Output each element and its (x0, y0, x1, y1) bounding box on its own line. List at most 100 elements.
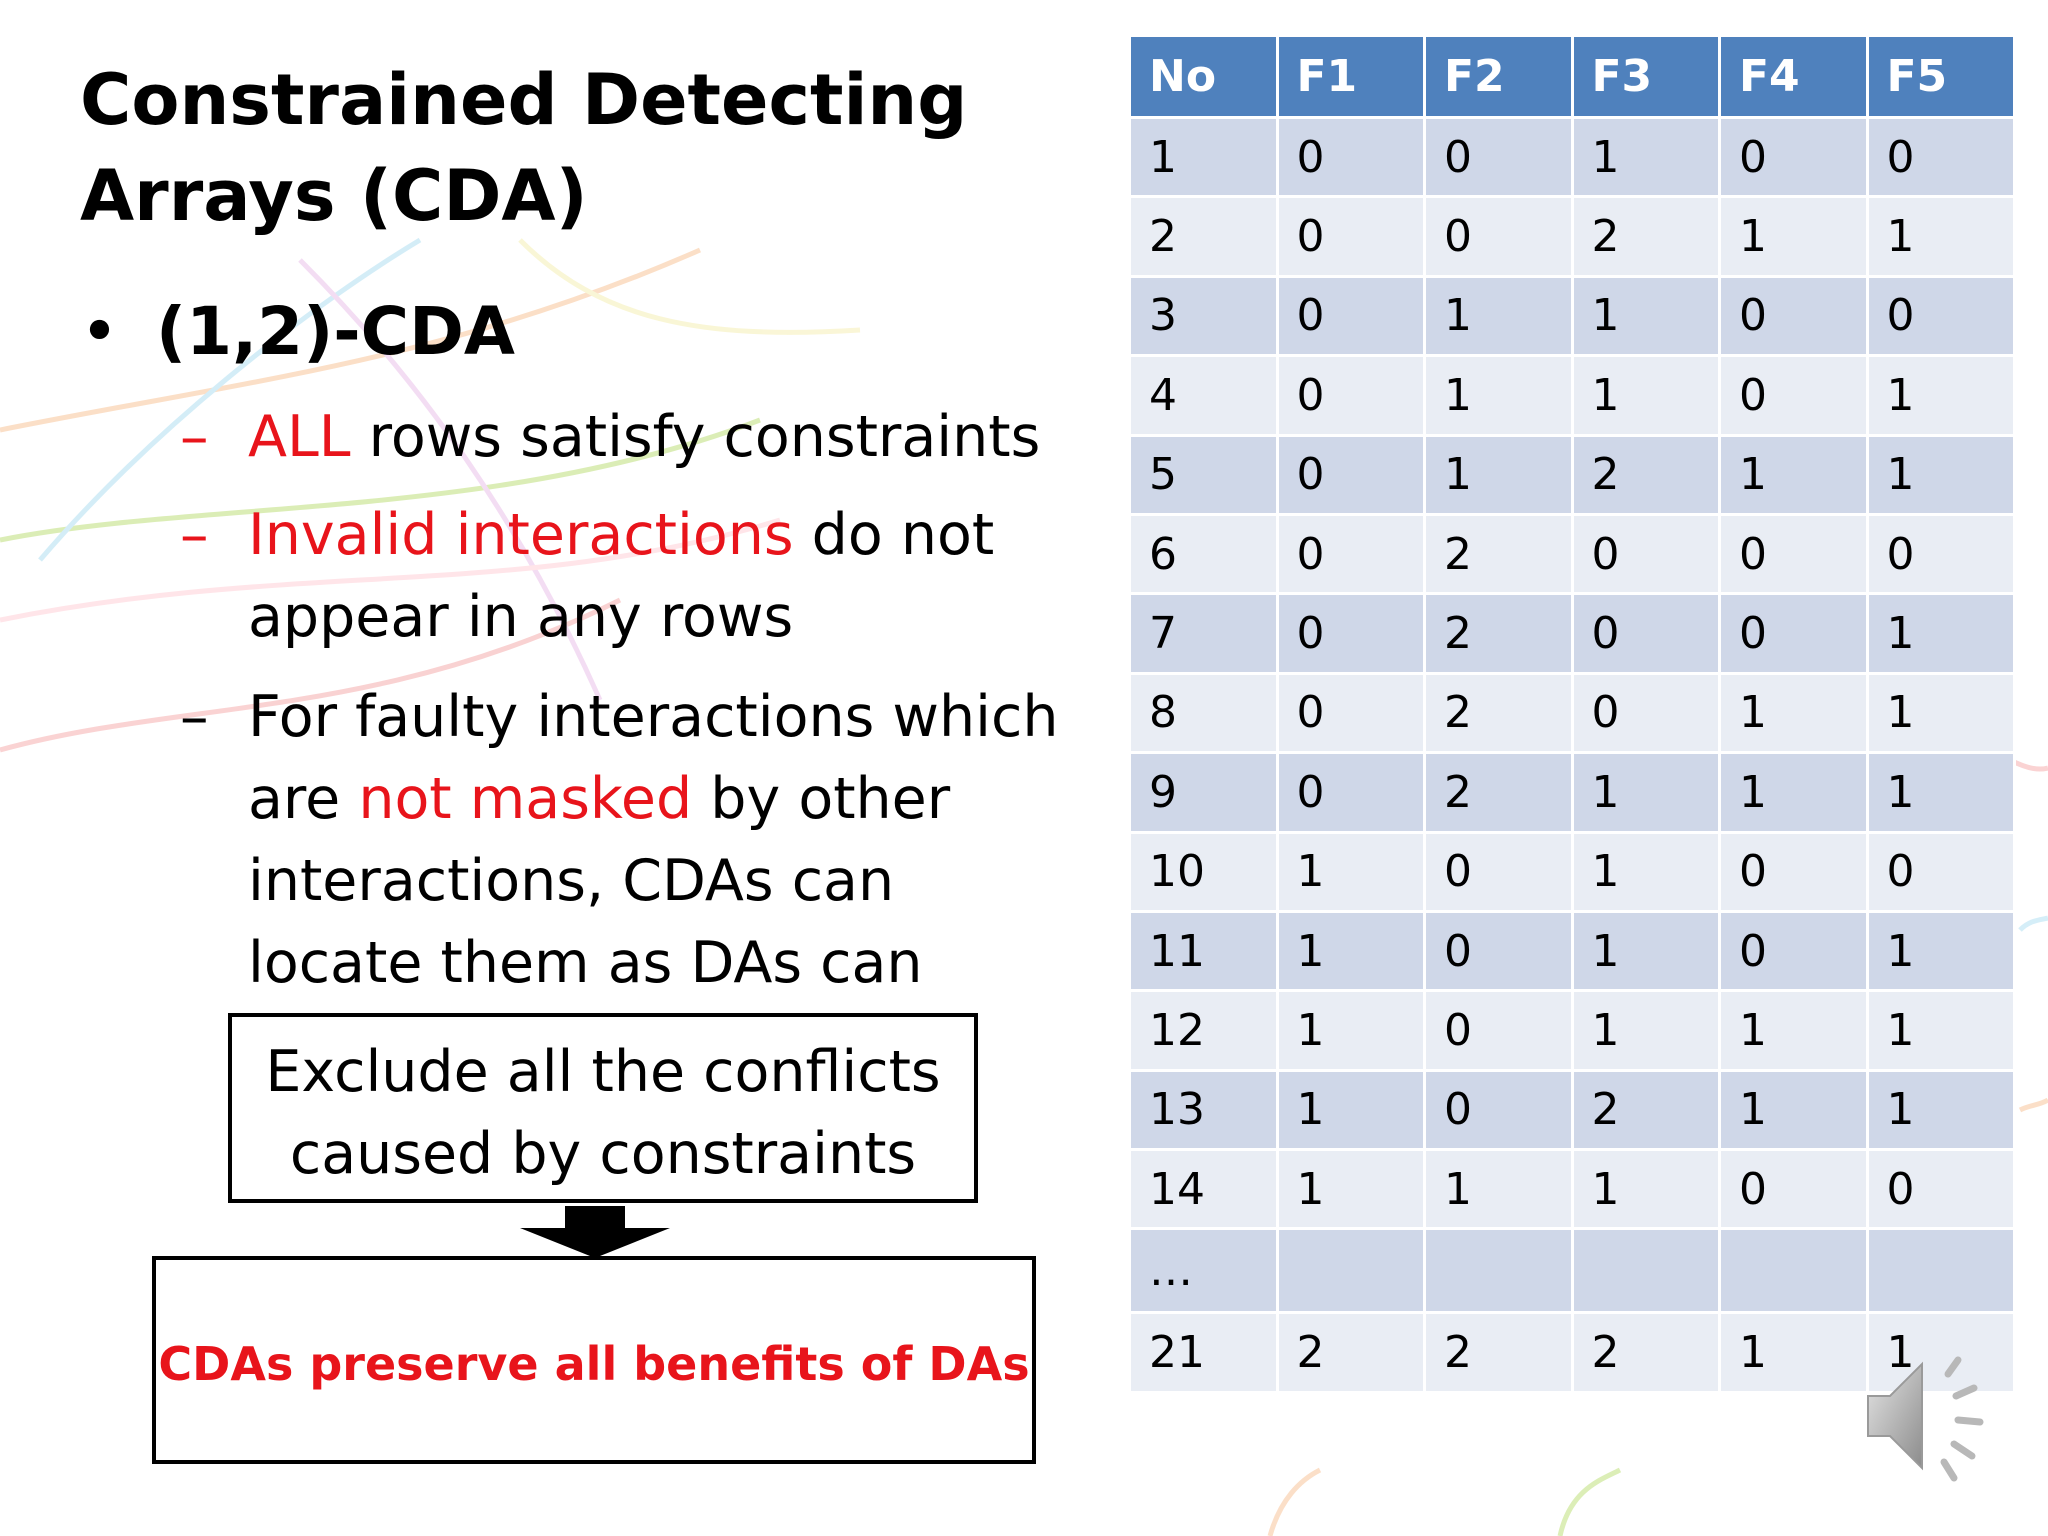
sub3-text-post: by other interactions, CDAs can locate t… (248, 766, 951, 996)
table-cell: 10 (1128, 830, 1279, 913)
table-cell: 1 (1865, 1311, 2016, 1394)
constraint-box: Exclude all the conflicts caused by cons… (228, 1013, 978, 1203)
table-cell (1865, 1227, 2016, 1315)
table-row: 14 1 1 1 0 0 (1128, 1148, 2016, 1231)
dash-icon: – (180, 684, 209, 750)
bullet-main: • (1,2)-CDA (80, 292, 515, 372)
table-cell: 0 (1275, 115, 1426, 199)
table-cell: 0 (1718, 830, 1869, 913)
table-cell: 0 (1423, 830, 1574, 913)
table-cell: 0 (1275, 274, 1426, 358)
table-cell: 0 (1570, 592, 1721, 675)
table-cell: 2 (1423, 1311, 1574, 1394)
table-cell: 0 (1718, 274, 1869, 358)
sub2-text: do not appear in any rows (248, 502, 995, 650)
table-cell: 3 (1128, 274, 1279, 358)
table-cell: 14 (1128, 1148, 1279, 1231)
table-cell: 1 (1570, 989, 1721, 1072)
table-cell: 9 (1128, 751, 1279, 834)
table-cell: 2 (1275, 1311, 1426, 1394)
table-cell: 1 (1865, 1068, 2016, 1152)
table-cell: 0 (1718, 592, 1869, 675)
table-cell: 0 (1423, 195, 1574, 278)
table-cell: 5 (1128, 433, 1279, 516)
table-cell: 0 (1275, 195, 1426, 278)
sub1-text: rows satisfy constraints (350, 404, 1041, 470)
table-header-row: No F1 F2 F3 F4 F5 (1128, 34, 2016, 119)
table-cell: 1 (1570, 1148, 1721, 1231)
table-cell: 2 (1423, 512, 1574, 596)
table-cell: 2 (1423, 671, 1574, 755)
table-cell (1718, 1227, 1869, 1315)
dash-icon: – (180, 404, 209, 470)
table-cell: 2 (1423, 592, 1574, 675)
table-cell: 1 (1275, 1148, 1426, 1231)
table-row: 13 1 0 2 1 1 (1128, 1068, 2016, 1152)
table-row: 11 1 0 1 0 1 (1128, 909, 2016, 993)
table-cell: 0 (1865, 115, 2016, 199)
sub-bullet-1: – ALL rows satisfy constraints (180, 396, 1060, 478)
down-arrow-icon (520, 1206, 670, 1258)
table-cell: 0 (1275, 592, 1426, 675)
table-cell: 0 (1275, 512, 1426, 596)
table-cell: 2 (1570, 1068, 1721, 1152)
table-cell: 1 (1865, 989, 2016, 1072)
table-cell: 0 (1865, 274, 2016, 358)
slide-title: Constrained Detecting Arrays (CDA) (80, 59, 968, 237)
table-cell: 4 (1128, 354, 1279, 437)
table-cell: 0 (1275, 433, 1426, 516)
table-cell: 1 (1865, 592, 2016, 675)
table-cell: 1 (1275, 1068, 1426, 1152)
table-cell: 2 (1570, 433, 1721, 516)
table-cell (1570, 1227, 1721, 1315)
table-cell: 1 (1570, 909, 1721, 993)
table-cell: 0 (1423, 1068, 1574, 1152)
table-cell: 1 (1718, 751, 1869, 834)
table-cell: 0 (1718, 115, 1869, 199)
table-cell: 1 (1570, 830, 1721, 913)
sub3-highlight: not masked (358, 766, 693, 832)
table-cell: 1 (1275, 909, 1426, 993)
benefits-box: CDAs preserve all benefits of DAs (152, 1256, 1036, 1464)
table-cell: 2 (1423, 751, 1574, 834)
table-cell: 1 (1275, 989, 1426, 1072)
table-cell (1423, 1227, 1574, 1315)
table-cell: 1 (1865, 671, 2016, 755)
table-cell: 1 (1865, 354, 2016, 437)
sub-bullet-2: – Invalid interactions do not appear in … (180, 494, 1060, 658)
table-row: … (1128, 1227, 2016, 1315)
table-cell: 0 (1718, 354, 1869, 437)
table-cell: 1 (1865, 751, 2016, 834)
sub3-text-pre: For faulty interactions which are (248, 684, 1059, 832)
col-header-f2: F2 (1423, 34, 1574, 119)
table-cell: 1 (1570, 115, 1721, 199)
table-cell: 1 (1128, 115, 1279, 199)
table-cell: 0 (1275, 671, 1426, 755)
table-cell: 0 (1865, 830, 2016, 913)
table-cell: 1 (1865, 195, 2016, 278)
table-cell: 12 (1128, 989, 1279, 1072)
table-cell: 2 (1570, 195, 1721, 278)
table-cell: 0 (1865, 1148, 2016, 1231)
table-cell: 1 (1718, 671, 1869, 755)
table-cell: 1 (1718, 433, 1869, 516)
table-cell: 13 (1128, 1068, 1279, 1152)
table-cell: 11 (1128, 909, 1279, 993)
table-cell: 1 (1865, 433, 2016, 516)
table-cell: 7 (1128, 592, 1279, 675)
dash-icon: – (180, 502, 209, 568)
table-cell: 0 (1570, 512, 1721, 596)
table-cell: 1 (1423, 1148, 1574, 1231)
table-cell: 1 (1423, 354, 1574, 437)
table-cell: 0 (1718, 909, 1869, 993)
bullet-main-text: (1,2)-CDA (156, 293, 515, 370)
speaker-icon[interactable] (1860, 1346, 1994, 1486)
